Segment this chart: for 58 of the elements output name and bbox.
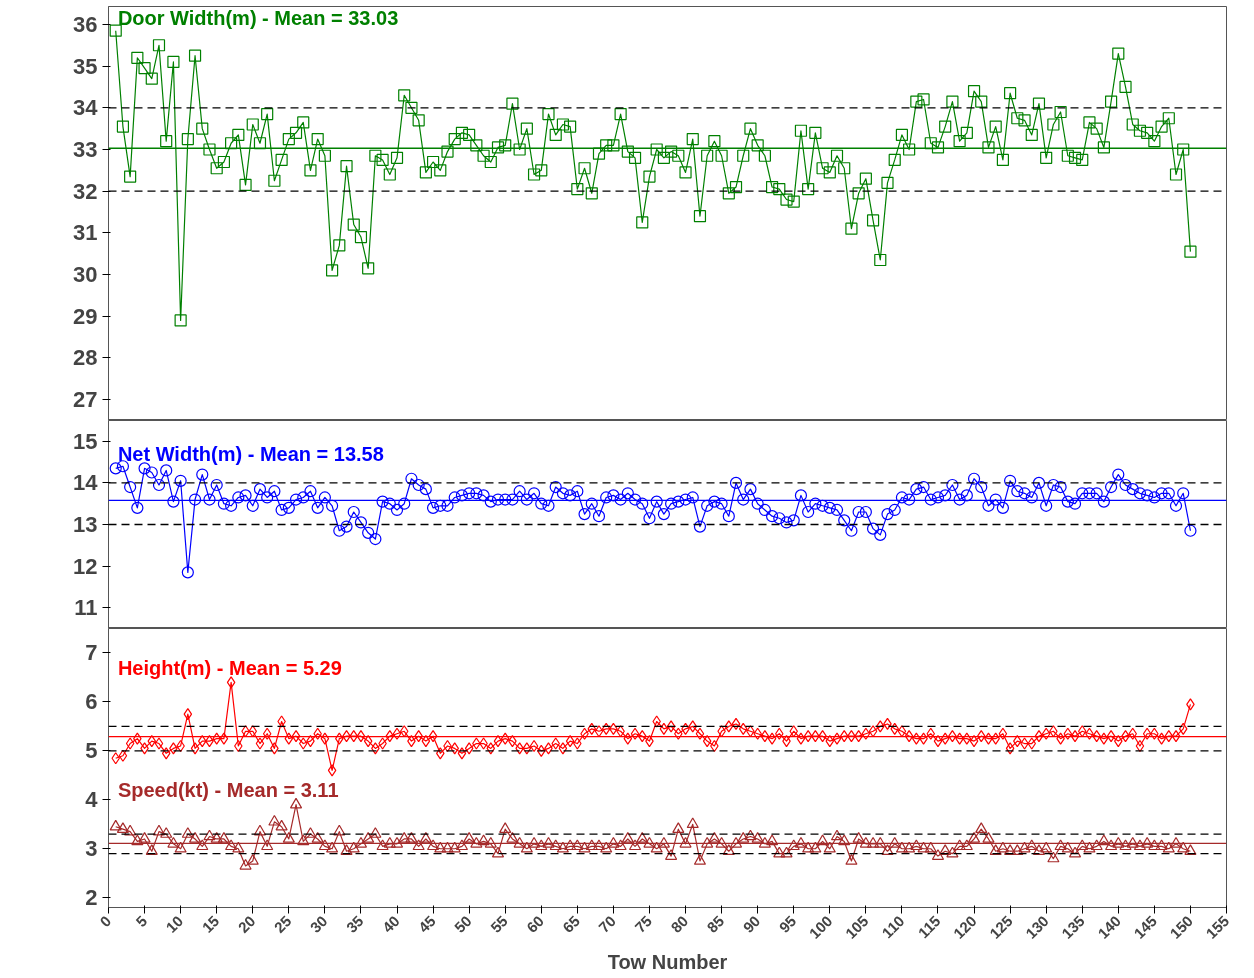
y-tick-label: 7: [85, 640, 98, 666]
y-tick-label: 6: [85, 689, 98, 715]
y-tick-label: 32: [73, 178, 98, 204]
x-tick-label: 20: [234, 912, 259, 936]
x-tick-label: 35: [342, 912, 367, 936]
x-tick-label: 125: [986, 912, 1016, 942]
y-tick-label: 28: [73, 345, 98, 371]
x-tick-label: 65: [559, 912, 583, 936]
y-tick-label: 30: [73, 262, 98, 288]
x-tick-label: 45: [414, 912, 439, 936]
x-tick-label: 130: [1022, 912, 1052, 942]
x-tick-label: 90: [739, 912, 764, 936]
x-tick-label: 95: [775, 912, 800, 936]
x-tick-label: 145: [1130, 912, 1161, 942]
x-axis-title: Tow Number: [607, 951, 728, 974]
x-tick-label: 55: [487, 912, 511, 936]
x-tick-label: 60: [523, 912, 547, 936]
y-tick-label: 31: [73, 220, 98, 246]
x-tick-label: 105: [841, 912, 872, 942]
x-tick-label: 135: [1058, 912, 1088, 942]
x-tick-label: 50: [450, 912, 475, 936]
series-label: Speed(kt) - Mean = 3.11: [117, 779, 339, 802]
y-tick-label: 27: [73, 387, 98, 413]
x-tick-label: 110: [878, 912, 908, 942]
x-tick-label: 115: [914, 912, 944, 942]
x-tick-label: 155: [1202, 912, 1233, 942]
y-tick-label: 12: [73, 553, 98, 579]
y-tick-label: 34: [73, 95, 99, 121]
series-label: Height(m) - Mean = 5.29: [117, 656, 342, 679]
x-tick-label: 70: [595, 912, 620, 936]
y-tick-label: 15: [73, 428, 98, 454]
y-tick-label: 4: [85, 787, 99, 813]
x-tick-label: 40: [378, 912, 403, 936]
x-tick-label: 85: [703, 912, 728, 936]
series-label: Door Width(m) - Mean = 33.03: [117, 7, 399, 30]
x-tick-label: 15: [198, 912, 223, 936]
x-tick-label: 150: [1166, 912, 1197, 942]
x-tick-label: 25: [270, 912, 295, 936]
x-tick-label: 75: [631, 912, 656, 936]
x-tick-label: 120: [949, 912, 980, 942]
x-tick-label: 0: [96, 912, 115, 931]
y-tick-label: 29: [73, 303, 98, 329]
x-tick-label: 10: [162, 912, 187, 936]
x-tick-label: 5: [132, 912, 151, 931]
x-tick-label: 80: [667, 912, 692, 936]
y-tick-label: 35: [73, 53, 98, 79]
series-label: Net Width(m) - Mean = 13.58: [117, 442, 384, 465]
y-tick-label: 2: [85, 885, 98, 911]
y-tick-label: 5: [85, 738, 98, 764]
y-tick-label: 3: [85, 836, 98, 862]
y-tick-label: 11: [74, 595, 98, 621]
x-tick-label: 30: [306, 912, 331, 936]
x-tick-label: 100: [805, 912, 836, 942]
y-tick-label: 36: [73, 11, 98, 37]
y-tick-label: 14: [73, 470, 99, 496]
y-tick-label: 33: [73, 137, 98, 162]
y-tick-label: 13: [73, 512, 98, 537]
x-tick-label: 140: [1094, 912, 1124, 942]
